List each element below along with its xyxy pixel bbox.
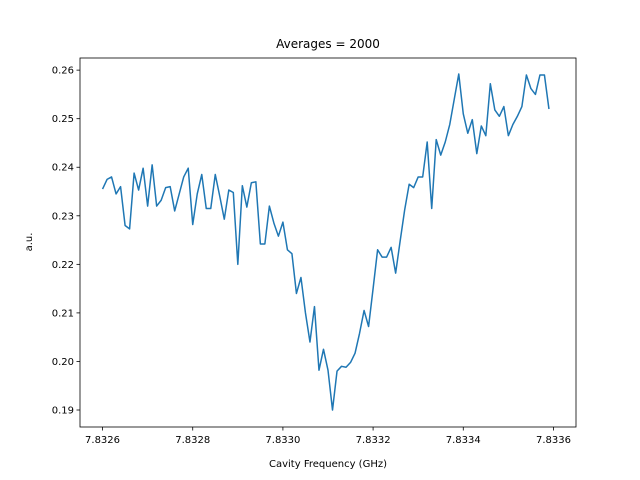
x-tick-label: 7.8334 bbox=[446, 435, 481, 446]
y-tick-label: 0.24 bbox=[52, 163, 74, 174]
y-axis-ticks: 0.19 0.20 0.21 0.22 0.23 0.24 0.25 0.26 bbox=[52, 66, 80, 417]
x-tick-label: 7.8326 bbox=[85, 435, 120, 446]
y-axis-label: a.u. bbox=[24, 233, 35, 252]
y-tick-label: 0.19 bbox=[52, 406, 74, 417]
x-tick-label: 7.8330 bbox=[265, 435, 300, 446]
x-tick-label: 7.8336 bbox=[536, 435, 571, 446]
x-tick-label: 7.8332 bbox=[356, 435, 391, 446]
y-tick-label: 0.20 bbox=[52, 357, 74, 368]
y-tick-label: 0.26 bbox=[52, 66, 74, 77]
y-tick-label: 0.21 bbox=[52, 308, 74, 319]
series-line bbox=[101, 73, 550, 411]
x-tick-label: 7.8328 bbox=[175, 435, 210, 446]
x-axis-ticks: 7.8326 7.8328 7.8330 7.8332 7.8334 7.8336 bbox=[85, 427, 571, 446]
y-tick-label: 0.23 bbox=[52, 211, 74, 222]
series-layer bbox=[101, 73, 550, 411]
y-tick-label: 0.25 bbox=[52, 114, 74, 125]
y-tick-label: 0.22 bbox=[52, 260, 74, 271]
plot-frame bbox=[79, 57, 577, 428]
chart-title: Averages = 2000 bbox=[276, 37, 380, 51]
x-axis-label: Cavity Frequency (GHz) bbox=[269, 459, 387, 470]
